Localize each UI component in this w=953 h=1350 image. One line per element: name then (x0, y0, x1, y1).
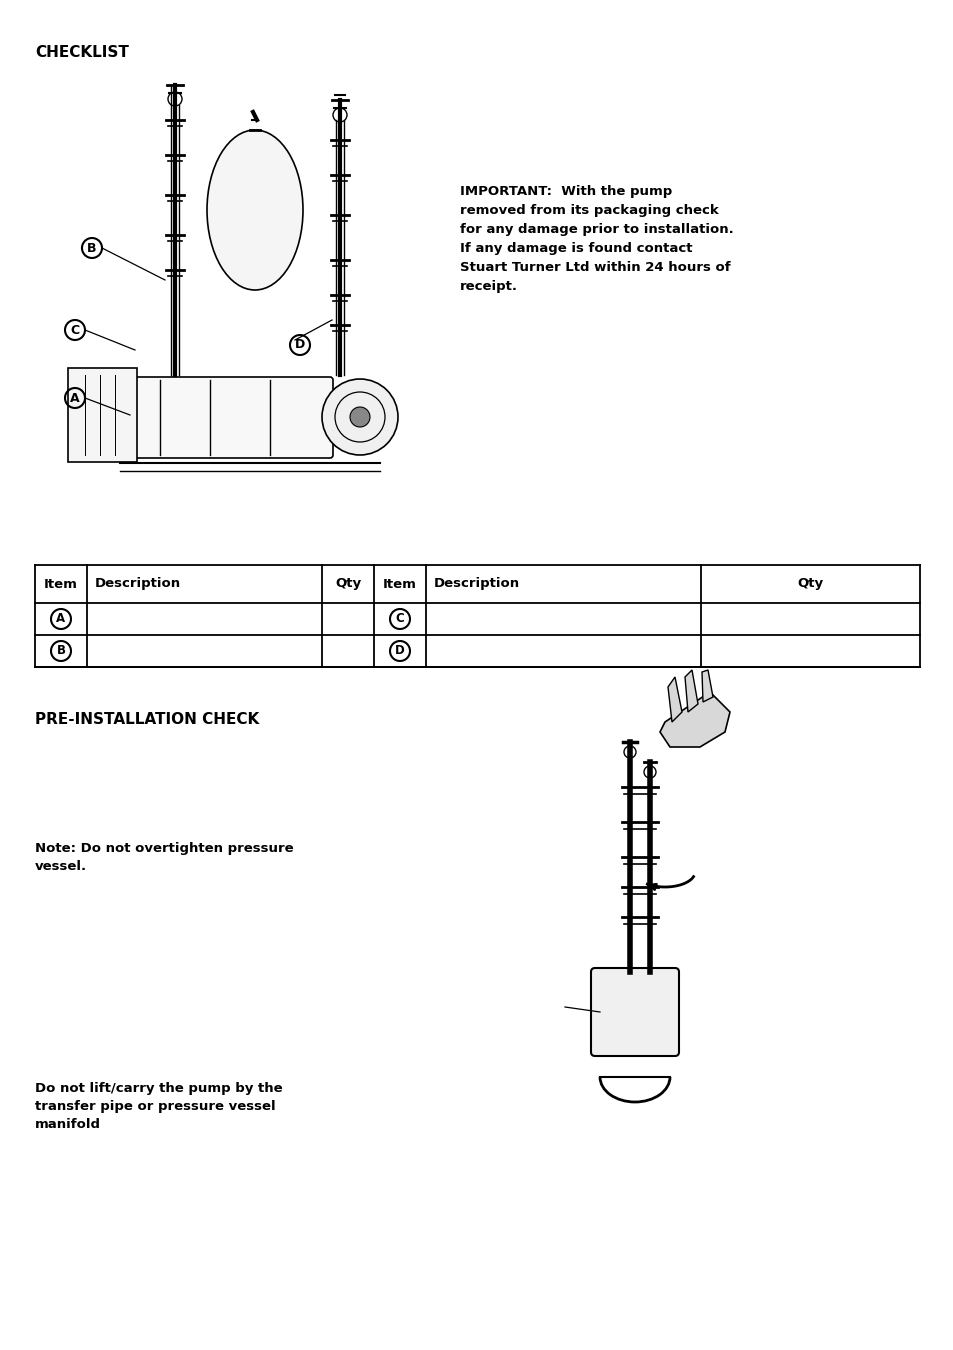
Text: C: C (395, 613, 404, 625)
Text: removed from its packaging check: removed from its packaging check (459, 204, 718, 217)
Circle shape (322, 379, 397, 455)
Polygon shape (659, 693, 729, 747)
Text: Item: Item (44, 578, 78, 590)
Text: Description: Description (95, 578, 181, 590)
Text: CHECKLIST: CHECKLIST (35, 45, 129, 59)
Bar (35, 566, 919, 603)
Text: C: C (71, 324, 79, 336)
Text: D: D (395, 644, 404, 657)
Text: PRE-INSTALLATION CHECK: PRE-INSTALLATION CHECK (35, 711, 259, 728)
Text: Qty: Qty (797, 578, 822, 590)
Text: Description: Description (434, 578, 519, 590)
FancyBboxPatch shape (127, 377, 333, 458)
Polygon shape (667, 676, 681, 722)
Text: A: A (71, 392, 80, 405)
Text: Qty: Qty (335, 578, 360, 590)
Polygon shape (684, 670, 698, 711)
Text: B: B (87, 242, 96, 255)
Text: Stuart Turner Ltd within 24 hours of: Stuart Turner Ltd within 24 hours of (459, 261, 730, 274)
Text: receipt.: receipt. (459, 279, 517, 293)
Ellipse shape (207, 130, 303, 290)
FancyBboxPatch shape (590, 968, 679, 1056)
Text: for any damage prior to installation.: for any damage prior to installation. (459, 223, 733, 236)
Text: Note: Do not overtighten pressure
vessel.: Note: Do not overtighten pressure vessel… (35, 842, 294, 873)
Text: B: B (56, 644, 66, 657)
Text: Item: Item (383, 578, 416, 590)
Text: Do not lift/carry the pump by the
transfer pipe or pressure vessel
manifold: Do not lift/carry the pump by the transf… (35, 1081, 282, 1131)
Text: IMPORTANT:  With the pump: IMPORTANT: With the pump (459, 185, 672, 198)
Circle shape (350, 406, 370, 427)
Text: D: D (294, 339, 305, 351)
Text: A: A (56, 613, 66, 625)
Polygon shape (701, 670, 712, 702)
FancyBboxPatch shape (68, 369, 137, 462)
Text: If any damage is found contact: If any damage is found contact (459, 242, 692, 255)
